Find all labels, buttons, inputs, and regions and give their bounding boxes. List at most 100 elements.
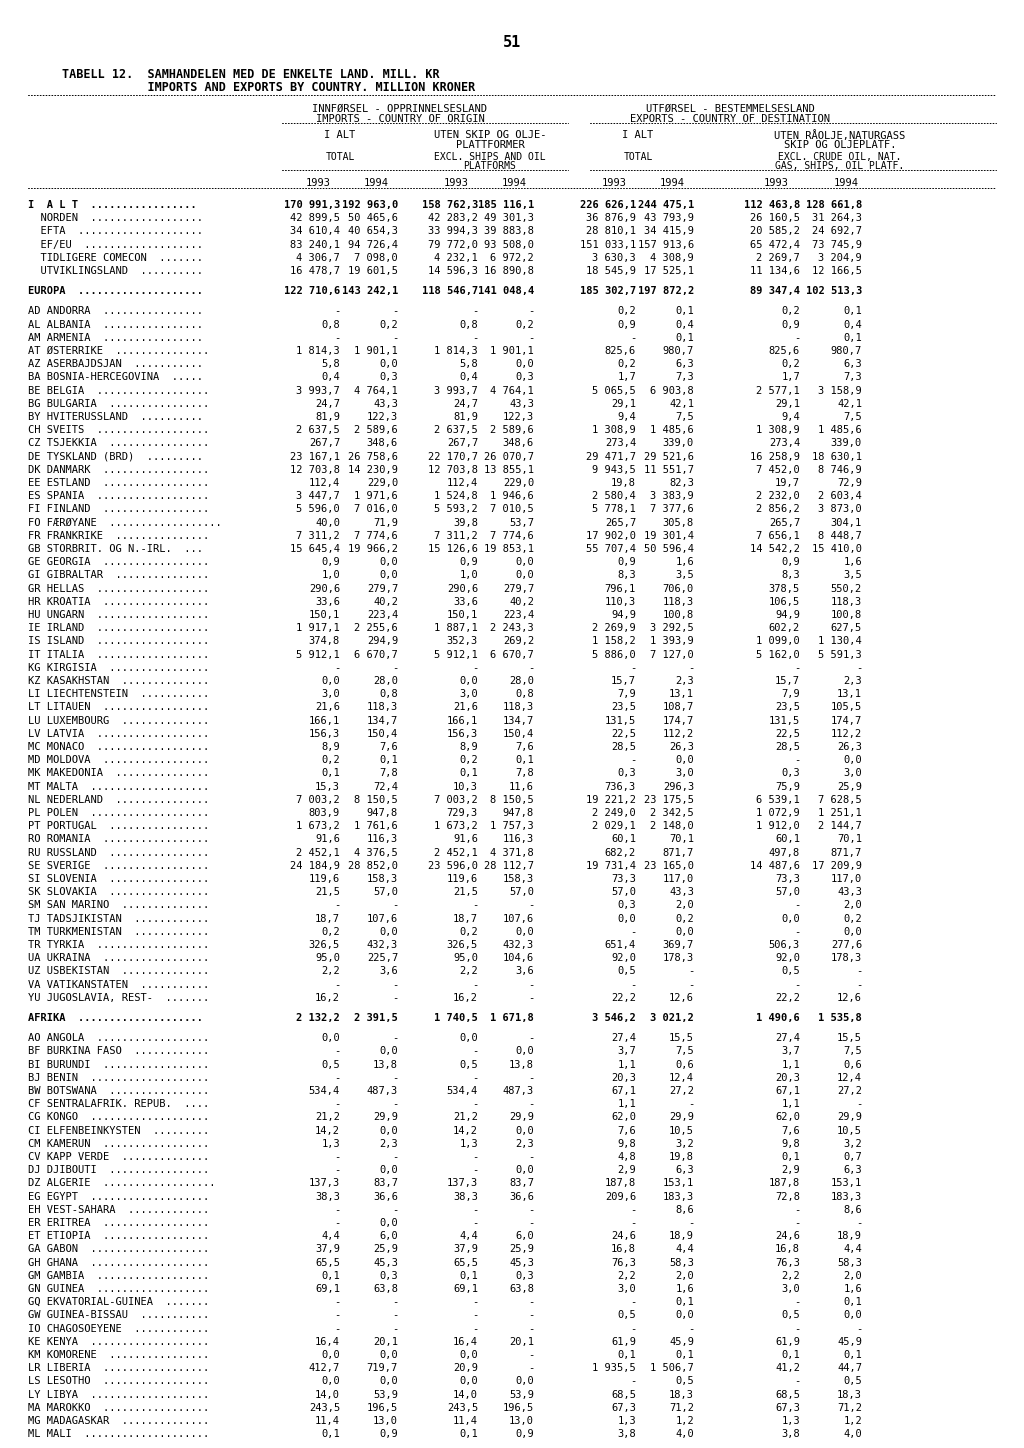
Text: 2 452,1: 2 452,1 — [296, 847, 340, 857]
Text: 6 670,7: 6 670,7 — [490, 650, 534, 660]
Text: CZ TSJEKKIA  ................: CZ TSJEKKIA ................ — [28, 439, 209, 449]
Text: 2 856,2: 2 856,2 — [757, 504, 800, 514]
Text: 118,3: 118,3 — [663, 597, 694, 607]
Text: 67,3: 67,3 — [611, 1403, 636, 1413]
Text: 627,5: 627,5 — [830, 623, 862, 633]
Text: 61,9: 61,9 — [611, 1337, 636, 1347]
Text: 110,3: 110,3 — [605, 597, 636, 607]
Text: SM SAN MARINO  ..............: SM SAN MARINO .............. — [28, 901, 209, 911]
Text: 225,7: 225,7 — [367, 953, 398, 963]
Text: 18,3: 18,3 — [837, 1390, 862, 1400]
Text: UTEN SKIP OG OLJE-: UTEN SKIP OG OLJE- — [434, 130, 546, 140]
Text: 8,9: 8,9 — [322, 741, 340, 752]
Text: 0,4: 0,4 — [843, 320, 862, 330]
Text: 42,1: 42,1 — [837, 398, 862, 408]
Text: 16 478,7: 16 478,7 — [290, 266, 340, 277]
Text: 0,0: 0,0 — [459, 1034, 478, 1043]
Text: 0,3: 0,3 — [617, 901, 636, 911]
Text: 2,2: 2,2 — [781, 1271, 800, 1281]
Text: 0,0: 0,0 — [781, 914, 800, 924]
Text: 112,2: 112,2 — [663, 728, 694, 738]
Text: 104,6: 104,6 — [503, 953, 534, 963]
Text: 10,5: 10,5 — [837, 1125, 862, 1135]
Text: 24,6: 24,6 — [611, 1231, 636, 1241]
Text: 4 764,1: 4 764,1 — [490, 385, 534, 395]
Text: 27,2: 27,2 — [837, 1086, 862, 1096]
Text: 27,4: 27,4 — [611, 1034, 636, 1043]
Text: -: - — [794, 1218, 800, 1228]
Text: -: - — [472, 980, 478, 989]
Text: 29,1: 29,1 — [611, 398, 636, 408]
Text: 0,4: 0,4 — [459, 372, 478, 382]
Text: 223,4: 223,4 — [503, 610, 534, 620]
Text: 0,0: 0,0 — [459, 1350, 478, 1360]
Text: 72,8: 72,8 — [775, 1192, 800, 1202]
Text: 374,8: 374,8 — [309, 637, 340, 646]
Text: 16 890,8: 16 890,8 — [484, 266, 534, 277]
Text: 3,2: 3,2 — [843, 1138, 862, 1148]
Text: 602,2: 602,2 — [769, 623, 800, 633]
Text: 2 269,7: 2 269,7 — [757, 253, 800, 262]
Text: 3,8: 3,8 — [617, 1429, 636, 1439]
Text: 0,5: 0,5 — [322, 1060, 340, 1070]
Text: 150,1: 150,1 — [446, 610, 478, 620]
Text: 166,1: 166,1 — [446, 715, 478, 725]
Text: 79 772,0: 79 772,0 — [428, 239, 478, 249]
Text: 0,0: 0,0 — [322, 1377, 340, 1386]
Text: 3,0: 3,0 — [781, 1284, 800, 1295]
Text: 1 671,8: 1 671,8 — [490, 1014, 534, 1022]
Text: 682,2: 682,2 — [605, 847, 636, 857]
Text: 2,9: 2,9 — [617, 1166, 636, 1176]
Text: 0,8: 0,8 — [515, 689, 534, 699]
Text: 71,2: 71,2 — [837, 1403, 862, 1413]
Text: 40 654,3: 40 654,3 — [348, 226, 398, 236]
Text: -: - — [856, 1218, 862, 1228]
Text: 28,5: 28,5 — [611, 741, 636, 752]
Text: 7 452,0: 7 452,0 — [757, 465, 800, 475]
Text: 0,9: 0,9 — [781, 557, 800, 568]
Text: -: - — [527, 333, 534, 343]
Text: 326,5: 326,5 — [446, 940, 478, 950]
Text: 7 010,5: 7 010,5 — [490, 504, 534, 514]
Text: 2 342,5: 2 342,5 — [650, 808, 694, 818]
Text: 38,3: 38,3 — [453, 1192, 478, 1202]
Text: 20,9: 20,9 — [453, 1363, 478, 1373]
Text: 2 148,0: 2 148,0 — [650, 821, 694, 831]
Text: 7,9: 7,9 — [781, 689, 800, 699]
Text: 19,7: 19,7 — [775, 478, 800, 488]
Text: 68,5: 68,5 — [775, 1390, 800, 1400]
Text: 348,6: 348,6 — [503, 439, 534, 449]
Text: 15,5: 15,5 — [669, 1034, 694, 1043]
Text: 0,1: 0,1 — [675, 1297, 694, 1308]
Text: UTEN RÅOLJE,NATURGASS: UTEN RÅOLJE,NATURGASS — [774, 130, 905, 140]
Text: 185 302,7: 185 302,7 — [580, 287, 636, 297]
Text: 33 994,3: 33 994,3 — [428, 226, 478, 236]
Text: 12 166,5: 12 166,5 — [812, 266, 862, 277]
Text: 39,8: 39,8 — [453, 517, 478, 527]
Text: 0,9: 0,9 — [781, 320, 800, 330]
Text: 187,8: 187,8 — [769, 1179, 800, 1189]
Text: 0,0: 0,0 — [379, 359, 398, 369]
Text: 0,3: 0,3 — [379, 372, 398, 382]
Text: MT MALTA  ...................: MT MALTA ................... — [28, 782, 209, 792]
Text: 9,8: 9,8 — [781, 1138, 800, 1148]
Text: 45,3: 45,3 — [373, 1258, 398, 1267]
Text: 16,8: 16,8 — [611, 1244, 636, 1254]
Text: HU UNGARN  ..................: HU UNGARN .................. — [28, 610, 209, 620]
Text: LS LESOTHO  .................: LS LESOTHO ................. — [28, 1377, 209, 1386]
Text: 3 630,3: 3 630,3 — [592, 253, 636, 262]
Text: 0,5: 0,5 — [459, 1060, 478, 1070]
Text: IE IRLAND  ..................: IE IRLAND .................. — [28, 623, 209, 633]
Text: TOTAL: TOTAL — [624, 152, 652, 162]
Text: 0,9: 0,9 — [617, 320, 636, 330]
Text: 2 589,6: 2 589,6 — [354, 426, 398, 436]
Text: 7,5: 7,5 — [843, 413, 862, 421]
Text: 2,3: 2,3 — [515, 1138, 534, 1148]
Text: 9,8: 9,8 — [617, 1138, 636, 1148]
Text: GE GEORGIA  .................: GE GEORGIA ................. — [28, 557, 209, 568]
Text: 2 232,0: 2 232,0 — [757, 491, 800, 501]
Text: -: - — [630, 756, 636, 765]
Text: 0,0: 0,0 — [843, 1310, 862, 1321]
Text: 3 447,7: 3 447,7 — [296, 491, 340, 501]
Text: 0,0: 0,0 — [322, 676, 340, 686]
